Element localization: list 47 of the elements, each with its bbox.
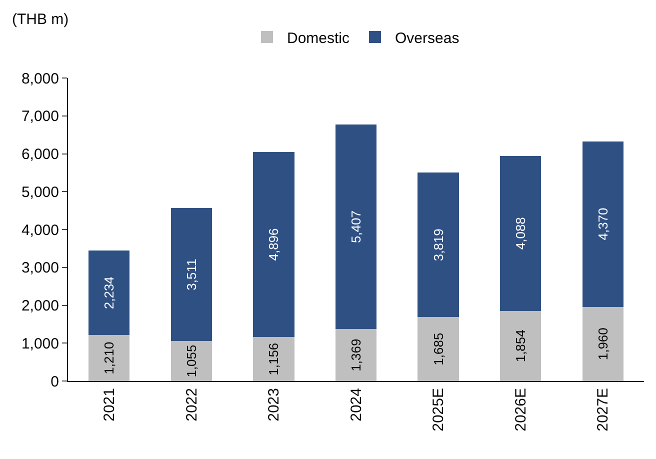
x-tick-label: 2027E [594, 388, 612, 432]
bar [582, 141, 624, 307]
bar [582, 306, 624, 381]
y-axis-title: (THB m) [12, 11, 69, 28]
y-tick-label: 0 [50, 373, 59, 390]
data-label: 3,819 [430, 228, 446, 262]
bar [253, 337, 294, 381]
x-tick-label: 2021 [101, 388, 118, 422]
x-tick-label: 2022 [183, 388, 200, 422]
y-tick-label: 8,000 [21, 70, 59, 88]
data-label: 2,234 [102, 276, 117, 310]
data-label: 3,511 [184, 258, 199, 290]
bar [418, 172, 459, 318]
bar [88, 250, 130, 336]
x-tick-label: 2025E [430, 388, 448, 432]
bar [335, 124, 377, 330]
legend-label: Overseas [395, 30, 460, 47]
bar [500, 310, 542, 381]
data-label: 1,854 [513, 330, 528, 362]
bar [88, 335, 130, 381]
x-tick-label: 2023 [266, 388, 283, 422]
y-tick-label: 5,000 [21, 184, 59, 201]
data-label: 1,369 [348, 338, 364, 372]
y-tick-label: 1,000 [21, 335, 59, 352]
bar [500, 156, 542, 311]
data-label: 4,370 [595, 208, 610, 240]
data-label: 1,055 [184, 344, 199, 378]
x-tick-label: 2024 [348, 388, 365, 422]
y-tick-label: 7,000 [21, 108, 59, 126]
data-label: 5,407 [348, 210, 364, 244]
bar [170, 208, 212, 342]
bar [418, 317, 459, 381]
data-label: 1,210 [102, 342, 117, 374]
data-label: 1,156 [266, 342, 282, 376]
bar [170, 341, 212, 381]
y-tick-label: 3,000 [21, 260, 59, 277]
bar [335, 329, 377, 381]
y-tick-label: 2,000 [21, 298, 59, 314]
data-label: 4,896 [266, 228, 282, 261]
y-tick-label: 4,000 [21, 222, 59, 239]
data-label: 1,960 [595, 328, 610, 360]
x-tick-label: 2026E [512, 388, 530, 432]
data-label: 4,088 [513, 217, 528, 250]
data-label: 1,685 [430, 332, 446, 366]
bar [253, 152, 294, 338]
legend-label: Domestic [287, 30, 350, 47]
y-tick-label: 6,000 [21, 146, 59, 163]
